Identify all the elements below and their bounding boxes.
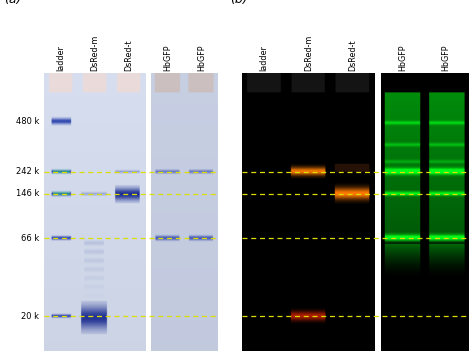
Text: HbGFP: HbGFP — [164, 44, 173, 71]
Text: 20 k: 20 k — [21, 312, 39, 321]
Text: (a): (a) — [4, 0, 21, 6]
Text: DsRed-t: DsRed-t — [124, 39, 133, 71]
Text: HbGFP: HbGFP — [398, 44, 407, 71]
Text: ladder: ladder — [56, 45, 65, 71]
Text: 66 k: 66 k — [21, 234, 39, 243]
Text: 146 k: 146 k — [16, 190, 39, 199]
Text: HbGFP: HbGFP — [197, 44, 206, 71]
Text: ladder: ladder — [260, 45, 269, 71]
Text: DsRed-m: DsRed-m — [304, 35, 313, 71]
Text: (b): (b) — [230, 0, 247, 6]
Text: 480 k: 480 k — [16, 117, 39, 126]
Text: DsRed-t: DsRed-t — [348, 39, 357, 71]
Text: 242 k: 242 k — [16, 167, 39, 176]
Text: HbGFP: HbGFP — [442, 44, 451, 71]
Text: DsRed-m: DsRed-m — [90, 35, 99, 71]
